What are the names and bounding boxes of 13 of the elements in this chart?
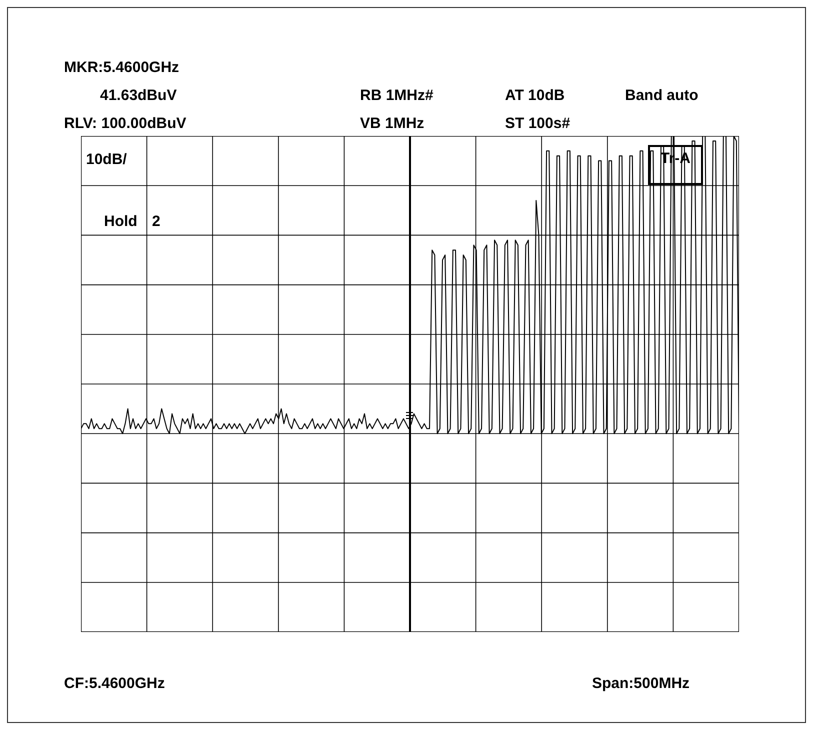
- text: RB 1MHz#: [360, 87, 434, 104]
- annotation: 10dB/: [86, 151, 127, 168]
- annotation: 2: [152, 213, 160, 230]
- text: CF:5.4600GHz: [64, 675, 165, 692]
- text: VB 1MHz: [360, 115, 424, 132]
- text: AT 10dB: [505, 87, 565, 104]
- text: RLV: 100.00dBuV: [64, 115, 186, 132]
- annotation: Hold: [104, 213, 138, 230]
- text: 41.63dBuV: [100, 87, 177, 104]
- text: MKR:5.4600GHz: [64, 59, 180, 76]
- text: Span:500MHz: [592, 675, 690, 692]
- text: Band auto: [625, 87, 698, 104]
- text: ST 100s#: [505, 115, 570, 132]
